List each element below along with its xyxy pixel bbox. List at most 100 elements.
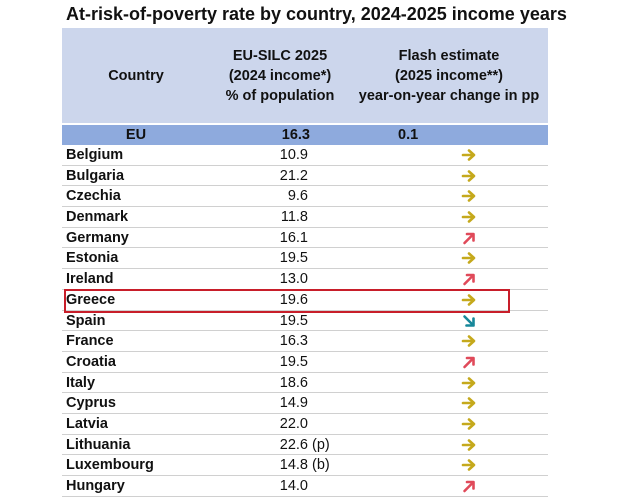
table-row-cyprus: Cyprus 14.9 [62, 393, 548, 414]
country-name: Czechia [66, 188, 121, 205]
arrow-up-right-icon [460, 270, 478, 288]
arrow-right-icon [460, 436, 478, 454]
country-name: Bulgaria [66, 167, 125, 184]
poverty-rate-value: 19.6 [279, 291, 308, 308]
header-eu-silc-line2: (2024 income*) [228, 68, 332, 84]
poverty-rate: 16.1 [210, 228, 353, 248]
poverty-rate: 14.8 (b) [210, 455, 353, 475]
poverty-rate-value: 9.6 [287, 188, 308, 205]
table-row-luxembourg: Luxembourg 14.8 (b) [62, 455, 548, 476]
table-row-estonia: Estonia 19.5 [62, 248, 548, 270]
country-name: Belgium [66, 147, 124, 163]
poverty-rate: 16.3 [210, 331, 353, 351]
poverty-rate: 22.0 [210, 414, 353, 434]
table-row-denmark: Denmark 11.8 [62, 207, 548, 228]
eu-row: EU 16.3 0.1 [62, 125, 548, 145]
poverty-rate-value: 14.9 [279, 395, 308, 412]
header-flash-line3: year-on-year change in pp [358, 88, 540, 104]
poverty-rate: 19.5 [210, 352, 353, 372]
country-name: Hungary [66, 478, 125, 494]
country-name: Lithuania [66, 436, 131, 453]
arrow-up-right-icon [460, 229, 478, 247]
arrow-right-icon [460, 374, 478, 392]
table-row-germany: Germany 16.1 [62, 228, 548, 249]
poverty-rate-value: 10.9 [279, 147, 308, 163]
arrow-up-right-icon [460, 477, 478, 495]
country-name: Estonia [66, 250, 119, 267]
poverty-rate: 9.6 [210, 186, 353, 206]
poverty-rate-value: 14.8 [279, 457, 308, 474]
eu-name: EU [125, 127, 147, 143]
country-name: Ireland [66, 271, 114, 288]
eu-change: 0.1 [398, 127, 419, 143]
poverty-rate-value: 19.5 [279, 312, 308, 329]
poverty-rate: 18.6 [210, 373, 353, 393]
arrow-up-right-icon [460, 353, 478, 371]
poverty-rate: 11.8 [210, 207, 353, 227]
poverty-rate: 10.9 [210, 145, 353, 165]
poverty-rate-value: 11.8 [280, 209, 308, 226]
poverty-rate: 14.0 [210, 476, 353, 496]
arrow-right-icon [460, 394, 478, 412]
poverty-rate-value: 22.0 [279, 415, 308, 432]
country-name: Italy [66, 374, 96, 391]
country-name: Luxembourg [66, 457, 154, 474]
table-header: Country EU-SILC 2025 (2024 income*) % of… [62, 28, 548, 123]
poverty-rate: 19.5 [210, 248, 353, 268]
poverty-rate: 22.6 (p) [210, 435, 353, 455]
data-flag: (p) [312, 436, 330, 453]
poverty-rate-value: 13.0 [279, 271, 308, 288]
country-name: France [66, 333, 114, 350]
arrow-right-icon [460, 415, 478, 433]
table-row-france: France 16.3 [62, 331, 548, 352]
arrow-right-icon [460, 208, 478, 226]
arrow-right-icon [460, 146, 478, 164]
poverty-rate: 21.2 [210, 166, 353, 186]
header-country: Country [108, 68, 164, 84]
table-row-spain: Spain 19.5 [62, 311, 548, 332]
table-row-latvia: Latvia 22.0 [62, 414, 548, 435]
arrow-right-icon [460, 456, 478, 474]
poverty-rate-value: 16.3 [279, 333, 308, 350]
header-flash-estimate: Flash estimate (2025 income**) year-on-y… [350, 46, 548, 106]
country-rows: Belgium 10.9 Bulgaria 21.2 Czechia 9.6 Denmark… [62, 145, 548, 497]
poverty-rate: 19.5 [210, 311, 353, 331]
country-name: Cyprus [66, 395, 116, 412]
header-eu-silc-line3: % of population [225, 88, 335, 104]
table-row-croatia: Croatia 19.5 [62, 352, 548, 373]
arrow-right-icon [460, 167, 478, 185]
eu-value: 16.3 [281, 127, 310, 143]
poverty-rate-value: 16.1 [279, 229, 308, 246]
table-row-hungary: Hungary 14.0 [62, 476, 548, 497]
country-name: Croatia [66, 353, 116, 370]
arrow-down-right-icon [460, 312, 478, 330]
greece-highlight-box [64, 289, 510, 313]
country-name: Greece [66, 291, 116, 308]
arrow-right-icon [460, 332, 478, 350]
page-title: At-risk-of-poverty rate by country, 2024… [66, 4, 567, 24]
poverty-table: Country EU-SILC 2025 (2024 income*) % of… [62, 28, 548, 497]
table-row-czechia: Czechia 9.6 [62, 186, 548, 208]
table-row-ireland: Ireland 13.0 [62, 269, 548, 290]
table-row-bulgaria: Bulgaria 21.2 [62, 166, 548, 187]
poverty-rate-value: 21.2 [279, 167, 308, 184]
table-row-italy: Italy 18.6 [62, 373, 548, 394]
poverty-rate: 19.6 [210, 290, 353, 310]
poverty-rate-value: 19.5 [279, 250, 308, 267]
country-name: Denmark [66, 209, 129, 226]
arrow-right-icon [460, 187, 478, 205]
country-name: Germany [66, 229, 129, 246]
poverty-rate: 14.9 [210, 393, 353, 413]
poverty-rate: 13.0 [210, 269, 353, 289]
poverty-rate-value: 22.6 [279, 436, 308, 453]
header-flash-line1: Flash estimate [398, 48, 500, 64]
table-row-belgium: Belgium 10.9 [62, 145, 548, 166]
poverty-rate-value: 14.0 [279, 478, 308, 494]
poverty-rate-value: 18.6 [279, 374, 308, 391]
poverty-rate-value: 19.5 [279, 353, 308, 370]
table-row-greece: Greece 19.6 [62, 290, 548, 311]
header-eu-silc: EU-SILC 2025 (2024 income*) % of populat… [210, 46, 350, 106]
arrow-right-icon [460, 249, 478, 267]
data-flag: (b) [312, 457, 330, 474]
country-name: Spain [66, 312, 106, 329]
